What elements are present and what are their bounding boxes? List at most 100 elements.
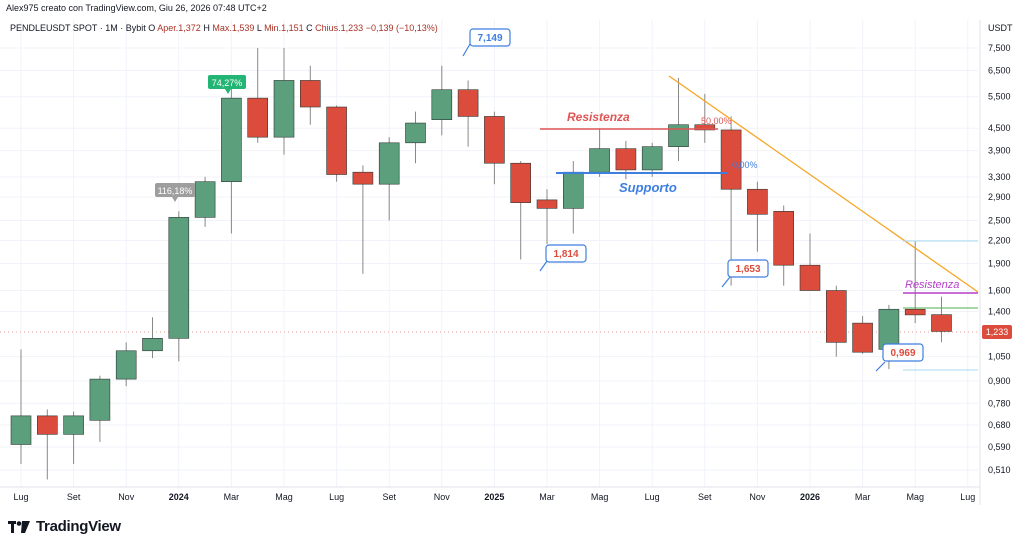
candle[interactable] — [299, 65, 321, 125]
candle-body — [878, 308, 900, 350]
x-tick-label: Mag — [591, 492, 609, 502]
low-label: L — [256, 23, 262, 33]
downtrend-line[interactable] — [668, 75, 979, 293]
resistance-label-1: Resistenza — [567, 110, 630, 124]
candle[interactable] — [536, 189, 558, 245]
candle[interactable] — [562, 161, 584, 234]
candle[interactable] — [747, 181, 768, 252]
candle-body — [904, 308, 926, 316]
y-tick-label: 0,780 — [988, 398, 1011, 408]
callout-low-oct25[interactable]: 1,653 — [721, 259, 769, 288]
candle[interactable] — [36, 409, 58, 480]
x-tick-label: Lug — [960, 492, 975, 502]
candle[interactable] — [510, 161, 532, 260]
candle[interactable] — [825, 285, 847, 357]
gain-label-1-text: 116,18% — [158, 186, 193, 196]
candle[interactable] — [194, 176, 216, 227]
candle[interactable] — [904, 240, 926, 324]
candle[interactable] — [852, 316, 873, 354]
price-axis[interactable]: 7,500 6,500 5,500 4,500 3,900 3,300 2,900 2,500… — [988, 43, 1011, 475]
ohlc-legend[interactable]: PENDLEUSDT SPOT · 1M · Bybit O Aper.1,37… — [10, 23, 438, 33]
candle[interactable] — [326, 105, 347, 182]
candle-body — [247, 97, 268, 138]
candle-body — [299, 80, 321, 108]
candle-body — [484, 116, 505, 164]
candle[interactable] — [247, 48, 268, 143]
x-tick-label: Mag — [906, 492, 924, 502]
fib-50-label: 50,00% — [701, 116, 732, 126]
y-tick-label: 2,900 — [988, 192, 1011, 202]
candle-body — [510, 162, 532, 203]
candle[interactable] — [10, 349, 32, 464]
close-label: C — [306, 23, 313, 33]
candle-body — [115, 350, 137, 380]
callout-peak[interactable]: 7,149 — [462, 28, 511, 57]
y-tick-label: 1,400 — [988, 306, 1011, 316]
candle-body — [720, 129, 742, 190]
candle[interactable] — [352, 165, 374, 274]
x-tick-label: Lug — [329, 492, 344, 502]
x-tick-label: Set — [67, 492, 81, 502]
symbol-label: PENDLEUSDT SPOT · 1M · Bybit — [10, 23, 146, 33]
time-axis[interactable]: Lug Set Nov 2024 Mar Mag Lug Set Nov 2025 Mar Mag Lu… — [13, 492, 975, 502]
tradingview-logo[interactable]: TradingView — [8, 518, 121, 535]
candle-body — [668, 124, 689, 147]
candle-body — [431, 89, 453, 121]
candle[interactable] — [641, 142, 663, 177]
gain-label-2[interactable]: 74,27% — [208, 75, 246, 94]
candle-body — [773, 211, 795, 266]
y-tick-label: 0,900 — [988, 376, 1011, 386]
candle[interactable] — [405, 111, 426, 164]
y-tick-label: 1,900 — [988, 259, 1011, 269]
candle[interactable] — [668, 77, 689, 162]
candle[interactable] — [89, 375, 111, 442]
candle-body — [641, 146, 663, 171]
candle[interactable] — [484, 111, 505, 185]
fib-0-label: 0,00% — [732, 160, 758, 170]
candle-body — [221, 97, 242, 183]
candle-body — [931, 314, 952, 332]
candle-body — [615, 148, 637, 171]
y-tick-label: 3,900 — [988, 146, 1011, 156]
candle-body — [194, 181, 216, 218]
candle[interactable] — [115, 342, 137, 387]
callout-low-feb25-text: 1,814 — [553, 249, 578, 260]
candle[interactable] — [720, 116, 742, 286]
candle[interactable] — [457, 80, 479, 147]
last-price-badge: 1,233 — [982, 325, 1012, 339]
callout-low-apr26[interactable]: 0,969 — [875, 343, 924, 372]
candle[interactable] — [221, 77, 242, 234]
candle[interactable] — [931, 296, 952, 343]
close-value: Chius.1,233 — [315, 23, 364, 33]
candle[interactable] — [773, 205, 795, 286]
candle[interactable] — [142, 317, 163, 359]
y-tick-label: 6,500 — [988, 65, 1011, 75]
candle-body — [799, 264, 821, 291]
candle[interactable] — [63, 411, 84, 464]
callout-low-oct25-text: 1,653 — [735, 264, 760, 275]
candle-body — [694, 124, 716, 131]
gain-label-1[interactable]: 116,18% — [155, 183, 195, 202]
y-tick-label: 2,500 — [988, 215, 1011, 225]
x-tick-label: Mar — [855, 492, 871, 502]
candle[interactable] — [168, 211, 190, 362]
candle-body — [589, 148, 610, 173]
callout-low-feb25[interactable]: 1,814 — [539, 244, 587, 272]
x-tick-label: Mag — [275, 492, 293, 502]
candle[interactable] — [273, 48, 295, 155]
open-label: O — [148, 23, 156, 33]
candle[interactable] — [799, 233, 821, 291]
candle[interactable] — [589, 128, 610, 177]
chart-credit: Alex975 creato con TradingView.com, Giu … — [6, 3, 267, 13]
candle[interactable] — [378, 137, 400, 221]
candle-body — [168, 217, 190, 339]
x-tick-label: Mar — [224, 492, 240, 502]
tradingview-logo-icon — [8, 520, 30, 533]
low-value: Min.1,151 — [264, 23, 304, 33]
gain-label-2-text: 74,27% — [212, 78, 243, 88]
candle[interactable] — [694, 93, 716, 143]
candle-body — [405, 122, 426, 144]
callout-peak-text: 7,149 — [477, 33, 502, 44]
candle[interactable] — [431, 65, 453, 136]
